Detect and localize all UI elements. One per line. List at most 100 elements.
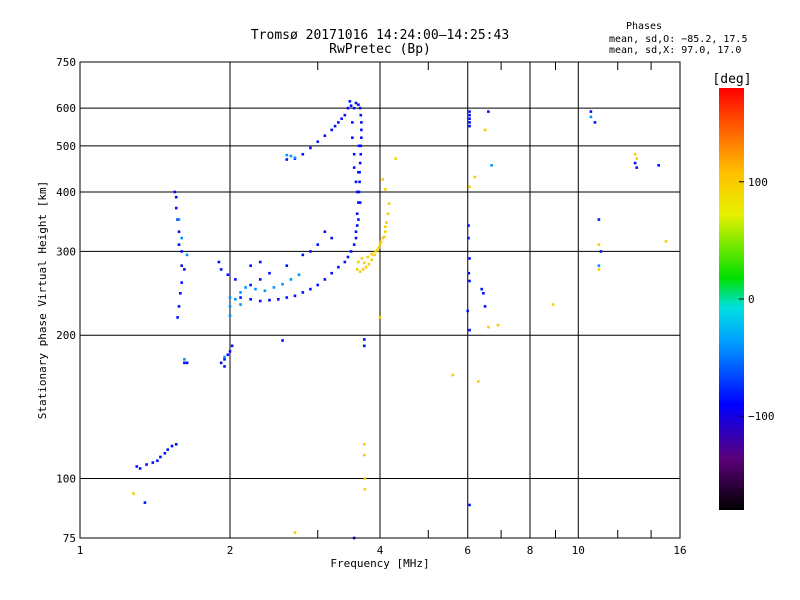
phase-stats-o: mean, sd,O: −85.2, 17.5 bbox=[609, 34, 747, 45]
data-point bbox=[258, 299, 262, 303]
data-point bbox=[360, 257, 364, 260]
data-point bbox=[177, 305, 181, 308]
data-point bbox=[249, 283, 252, 287]
data-point bbox=[159, 455, 162, 459]
data-point bbox=[379, 240, 383, 244]
data-point bbox=[223, 355, 226, 359]
data-point bbox=[351, 136, 354, 140]
data-point bbox=[490, 164, 493, 167]
data-point bbox=[589, 115, 593, 119]
data-point bbox=[276, 297, 280, 301]
data-point bbox=[281, 282, 284, 286]
data-point bbox=[378, 316, 382, 319]
data-point bbox=[357, 103, 360, 107]
data-point bbox=[360, 121, 363, 124]
data-point bbox=[330, 128, 334, 132]
colorbar: [deg] 100 0 −100 bbox=[712, 72, 775, 510]
y-axis: 75 100 200 300 400 500 600 750 bbox=[56, 56, 76, 545]
data-point bbox=[156, 459, 159, 463]
data-point bbox=[364, 265, 368, 269]
data-point bbox=[366, 255, 370, 259]
data-point bbox=[228, 314, 232, 317]
data-point bbox=[358, 270, 362, 273]
data-point bbox=[163, 451, 167, 455]
data-point bbox=[355, 212, 359, 216]
data-point bbox=[487, 110, 490, 113]
data-point bbox=[468, 124, 471, 128]
data-point bbox=[487, 325, 490, 329]
data-point bbox=[244, 286, 247, 289]
data-point bbox=[466, 309, 470, 313]
data-point bbox=[664, 240, 668, 243]
data-point bbox=[477, 380, 480, 383]
data-point bbox=[177, 243, 181, 246]
data-point bbox=[343, 260, 347, 264]
data-point bbox=[363, 338, 366, 341]
data-point bbox=[633, 152, 637, 156]
data-point bbox=[145, 463, 148, 466]
x-tick-label: 10 bbox=[572, 544, 585, 557]
data-point bbox=[166, 448, 170, 451]
data-point bbox=[363, 443, 366, 446]
data-point bbox=[174, 195, 178, 199]
data-point bbox=[349, 104, 353, 108]
data-point bbox=[228, 296, 232, 299]
data-point bbox=[355, 224, 359, 227]
data-point bbox=[496, 323, 500, 327]
data-point bbox=[346, 255, 350, 259]
data-point bbox=[289, 278, 293, 281]
data-point bbox=[289, 154, 293, 158]
data-point bbox=[234, 278, 237, 281]
data-point bbox=[468, 113, 471, 117]
y-tick-label: 600 bbox=[56, 102, 76, 115]
colorbar-tick-label: 0 bbox=[748, 293, 755, 306]
data-point bbox=[143, 501, 147, 504]
phase-stats-x: mean, sd,X: 97.0, 17.0 bbox=[609, 45, 741, 56]
y-tick-label: 500 bbox=[56, 140, 76, 153]
data-point bbox=[361, 268, 365, 271]
data-point bbox=[135, 465, 139, 468]
y-tick-label: 200 bbox=[56, 329, 76, 342]
data-point bbox=[309, 287, 312, 291]
data-point bbox=[234, 297, 237, 301]
data-point bbox=[223, 358, 226, 361]
data-point bbox=[468, 503, 471, 507]
data-point bbox=[340, 117, 343, 121]
data-point bbox=[467, 224, 470, 227]
data-point bbox=[377, 246, 381, 249]
chart-title: Tromsø 20171016 14:24:00–14:25:43 bbox=[251, 28, 509, 43]
colorbar-ticks: 100 0 −100 bbox=[739, 176, 775, 423]
data-point bbox=[180, 250, 184, 253]
data-point bbox=[385, 221, 388, 224]
data-point bbox=[354, 230, 358, 234]
data-point bbox=[359, 152, 363, 156]
data-point bbox=[316, 243, 320, 246]
data-point bbox=[179, 291, 182, 295]
data-point bbox=[597, 243, 601, 246]
data-point bbox=[635, 157, 639, 160]
data-point bbox=[352, 166, 356, 169]
data-point bbox=[468, 279, 471, 283]
data-point bbox=[355, 268, 359, 271]
data-point bbox=[272, 286, 276, 289]
data-point bbox=[355, 190, 359, 194]
data-point bbox=[357, 260, 360, 264]
data-point bbox=[268, 271, 271, 275]
y-tick-label: 100 bbox=[56, 473, 76, 486]
data-point bbox=[177, 218, 181, 221]
x-tick-label: 16 bbox=[673, 544, 686, 557]
plot-frame bbox=[79, 61, 681, 539]
plot-area: 1 2 4 6 8 10 16 75 100 200 300 400 500 600 750 bbox=[56, 56, 687, 557]
data-point bbox=[451, 373, 455, 377]
data-point bbox=[185, 253, 189, 257]
phase-stats-title: Phases bbox=[626, 21, 662, 32]
data-point bbox=[263, 289, 267, 293]
data-point bbox=[352, 106, 356, 110]
data-point bbox=[301, 152, 305, 156]
data-point bbox=[483, 128, 487, 132]
data-point bbox=[551, 303, 555, 306]
data-point bbox=[228, 350, 232, 353]
data-point bbox=[301, 253, 305, 257]
data-point bbox=[183, 268, 186, 271]
data-point bbox=[323, 134, 327, 138]
